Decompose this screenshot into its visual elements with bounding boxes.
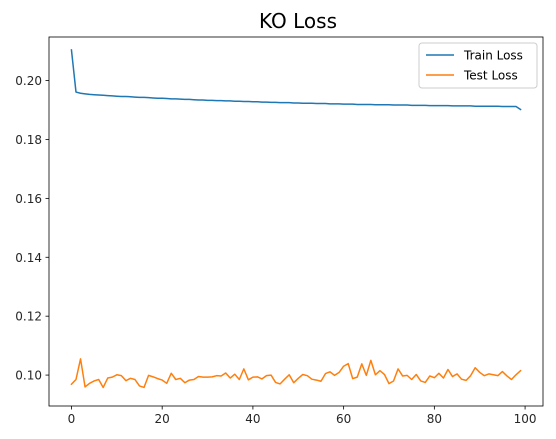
- y-tick-label: 0.12: [15, 310, 42, 324]
- series-line-test-loss: [70, 358, 522, 389]
- y-tick-label: 0.20: [15, 74, 42, 88]
- y-tick-label: 0.18: [15, 133, 42, 147]
- axes: 0 20 40 60 80 100 0.10 0.12 0.14 0.16 0.18 0.20: [15, 36, 544, 426]
- chart-title: KO Loss: [259, 9, 337, 33]
- y-tick-label: 0.14: [15, 251, 42, 265]
- x-tick-label: 60: [336, 412, 351, 426]
- series-line-train-loss: [70, 49, 522, 111]
- legend-label: Train Loss: [463, 49, 523, 63]
- plot-area: [70, 49, 522, 389]
- x-tick-label: 100: [514, 412, 537, 426]
- legend: Train Loss Test Loss: [418, 42, 538, 89]
- x-tick-label: 40: [245, 412, 260, 426]
- legend-label: Test Loss: [463, 69, 518, 83]
- plot-frame: [48, 36, 544, 407]
- x-tick-label: 20: [155, 412, 170, 426]
- x-tick-label: 80: [427, 412, 442, 426]
- x-tick-label: 0: [68, 412, 76, 426]
- y-tick-label: 0.10: [15, 369, 42, 383]
- y-tick-label: 0.16: [15, 192, 42, 206]
